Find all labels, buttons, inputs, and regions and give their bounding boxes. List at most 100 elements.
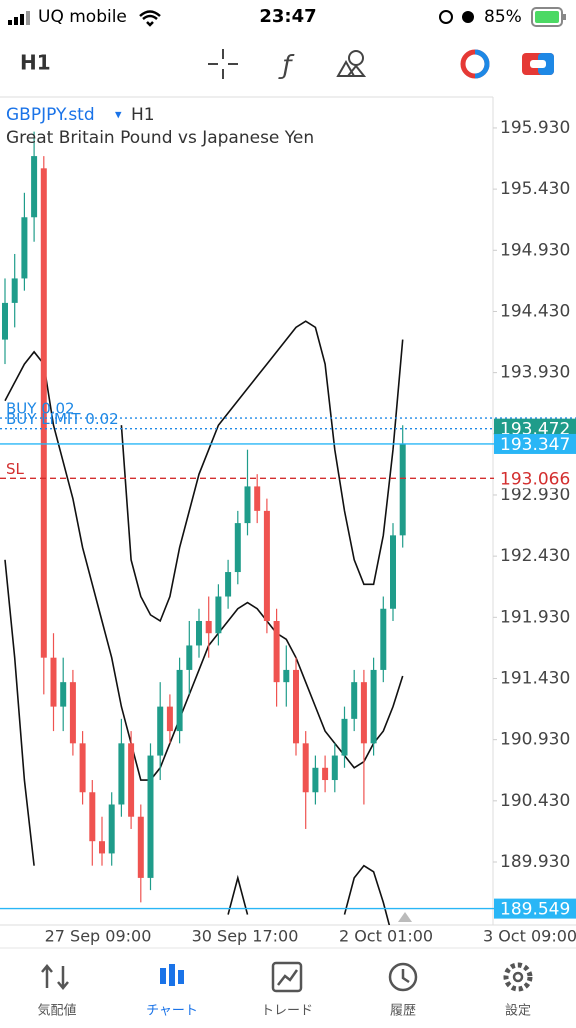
tab[interactable]: 設定 bbox=[503, 962, 533, 1019]
tab-label: トレード bbox=[261, 1004, 313, 1019]
y-tick-label: 194.430 bbox=[500, 301, 570, 321]
candle-body bbox=[31, 156, 38, 218]
candle-body bbox=[254, 486, 261, 511]
candle-body bbox=[69, 682, 76, 744]
candle-body bbox=[273, 620, 280, 683]
x-tick-label: 2 Oct 01:00 bbox=[339, 927, 433, 946]
candle-body bbox=[322, 767, 329, 781]
candle-body bbox=[234, 523, 241, 573]
tab-label: 設定 bbox=[505, 1003, 531, 1019]
crosshair-button[interactable] bbox=[208, 49, 238, 79]
candle-body bbox=[312, 767, 319, 793]
toolbar: H1 ƒ bbox=[20, 49, 554, 81]
y-tick-label: 189.930 bbox=[500, 852, 570, 872]
chart-header: GBPJPY.std ▾ H1 Great Britain Pound vs J… bbox=[6, 105, 314, 148]
order-label: BUY 0.02 bbox=[6, 400, 75, 418]
plot bbox=[2, 131, 406, 925]
candle-body bbox=[225, 572, 232, 597]
price-tag bbox=[494, 433, 576, 454]
tab-bar: 気配値 チャート トレード 履歴 設定 bbox=[0, 947, 576, 1019]
candle-body bbox=[196, 620, 202, 646]
tab[interactable]: 気配値 bbox=[37, 964, 77, 1019]
tab[interactable]: 履歴 bbox=[388, 962, 418, 1019]
candle-body bbox=[331, 755, 338, 781]
price-tag-label: 193.066 bbox=[500, 469, 570, 489]
order-label: BUY LIMIT 0.02 bbox=[6, 410, 119, 428]
carrier: UQ mobile bbox=[38, 7, 127, 27]
candle-body bbox=[341, 718, 348, 756]
y-tick-label: 194.930 bbox=[500, 240, 570, 260]
candle-body bbox=[380, 608, 387, 670]
price-tag bbox=[494, 468, 576, 489]
tab[interactable]: チャート bbox=[146, 964, 198, 1019]
price-tag-label: 193.347 bbox=[500, 435, 570, 455]
y-tick-label: 192.930 bbox=[500, 485, 570, 505]
candle-body bbox=[128, 743, 135, 817]
x-tick-label: 27 Sep 09:00 bbox=[45, 927, 152, 946]
y-tick-label: 192.430 bbox=[500, 546, 570, 566]
y-tick-label: 195.430 bbox=[500, 179, 570, 199]
price-tag bbox=[494, 898, 576, 919]
price-tag bbox=[494, 418, 576, 439]
symbol[interactable]: GBPJPY.std bbox=[6, 105, 95, 125]
y-tick-label: 191.430 bbox=[500, 668, 570, 688]
candle-body bbox=[205, 620, 212, 634]
candle-body bbox=[11, 278, 18, 303]
status-bar: UQ mobile 23:47 85% bbox=[8, 6, 566, 27]
timeframe-button[interactable]: H1 bbox=[20, 51, 51, 75]
y-tick-label: 190.430 bbox=[500, 791, 570, 811]
candle-body bbox=[360, 682, 367, 744]
candle-body bbox=[157, 706, 164, 756]
indicator-line bbox=[4, 350, 404, 781]
candle-body bbox=[166, 706, 173, 732]
candle-body bbox=[60, 682, 67, 707]
tab-label: チャート bbox=[146, 1004, 198, 1019]
candle-body bbox=[79, 743, 86, 793]
candle-body bbox=[283, 669, 290, 683]
candle-body bbox=[147, 755, 154, 878]
candle-body bbox=[118, 743, 125, 805]
chart-timeframe: H1 bbox=[131, 105, 155, 125]
order-label: SL bbox=[6, 460, 25, 478]
trade-button[interactable] bbox=[460, 49, 490, 79]
candle-body bbox=[40, 168, 47, 658]
y-tick-label: 195.930 bbox=[500, 118, 570, 138]
x-tick-label: 30 Sep 17:00 bbox=[192, 927, 299, 946]
symbol-description: Great Britain Pound vs Japanese Yen bbox=[6, 128, 314, 148]
scroll-marker[interactable] bbox=[398, 912, 412, 922]
candle-body bbox=[176, 669, 183, 732]
candle-body bbox=[186, 645, 193, 670]
candle-body bbox=[244, 486, 251, 524]
candle-body bbox=[89, 792, 96, 842]
candle-body bbox=[390, 535, 396, 609]
x-tick-label: 3 Oct 09:00 bbox=[483, 927, 576, 946]
candle-body bbox=[351, 682, 358, 719]
tab[interactable]: トレード bbox=[261, 961, 313, 1019]
tab-label: 履歴 bbox=[390, 1004, 416, 1019]
symbol-menu[interactable]: ▾ bbox=[115, 108, 122, 123]
y-tick-label: 190.930 bbox=[500, 730, 570, 750]
tab-label: 気配値 bbox=[37, 1003, 76, 1019]
candle-body bbox=[215, 596, 222, 634]
account-button[interactable] bbox=[522, 53, 554, 75]
candle-body bbox=[137, 816, 144, 878]
candle-body bbox=[2, 302, 8, 340]
candle-body bbox=[263, 510, 270, 621]
candle-body bbox=[399, 443, 406, 536]
y-tick-label: 191.930 bbox=[500, 607, 570, 627]
candle-body bbox=[99, 841, 105, 854]
price-tag-label: 189.549 bbox=[500, 900, 570, 920]
candle-body bbox=[370, 669, 377, 744]
indicator-line bbox=[120, 320, 404, 623]
candle-body bbox=[108, 804, 115, 854]
indicators-button[interactable]: ƒ bbox=[277, 51, 295, 81]
candle-body bbox=[302, 743, 309, 793]
candle-body bbox=[21, 217, 28, 279]
candle-body bbox=[293, 669, 299, 744]
clock: 23:47 bbox=[259, 6, 316, 27]
objects-button[interactable] bbox=[336, 50, 367, 77]
y-tick-label: 193.930 bbox=[500, 363, 570, 383]
battery-level: 85% bbox=[484, 7, 522, 27]
candle-body bbox=[50, 657, 57, 707]
